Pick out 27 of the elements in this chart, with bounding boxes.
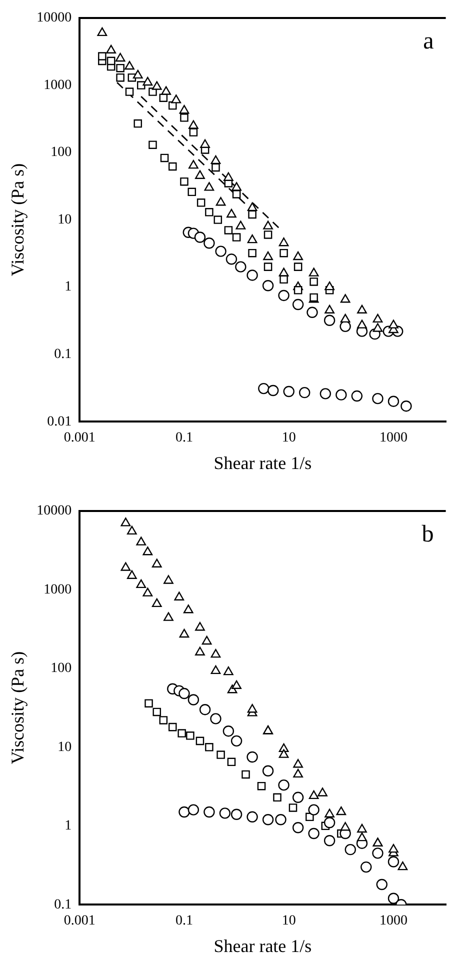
y-tick-label: 100 [50, 145, 72, 160]
y-axis-title: Viscosity (Pa s) [8, 163, 28, 276]
y-tick-label: 10 [58, 212, 72, 228]
y-axis-title: Viscosity (Pa s) [8, 651, 28, 764]
y-tick-label: 1000 [44, 582, 72, 598]
annotation: a [423, 28, 434, 54]
y-tick-label: 0.01 [47, 414, 72, 430]
y-tick-label: 1 [64, 280, 72, 295]
y-tick-label: 1 [64, 818, 72, 834]
x-tick-label: 0.001 [64, 430, 96, 446]
y-tick-label: 0.1 [54, 897, 72, 912]
x-axis-title: Shear rate 1/s [214, 936, 312, 956]
y-tick-label: 0.1 [54, 347, 72, 362]
annotation: b [422, 521, 434, 548]
x-tick-label: 1000 [379, 914, 408, 929]
x-axis-title: Shear rate 1/s [214, 452, 312, 473]
y-tick-label: 1000 [44, 78, 72, 93]
x-tick-label: 10 [282, 430, 296, 446]
y-tick-label: 100 [50, 661, 72, 676]
y-tick-label: 10000 [36, 504, 72, 519]
x-tick-label: 0.001 [64, 914, 96, 929]
x-tick-label: 0.1 [175, 430, 193, 446]
x-tick-label: 0.1 [175, 914, 193, 929]
y-tick-label: 10 [58, 740, 72, 755]
x-tick-label: 1000 [379, 430, 408, 446]
x-tick-label: 10 [282, 914, 296, 929]
y-tick-label: 10000 [36, 10, 72, 26]
